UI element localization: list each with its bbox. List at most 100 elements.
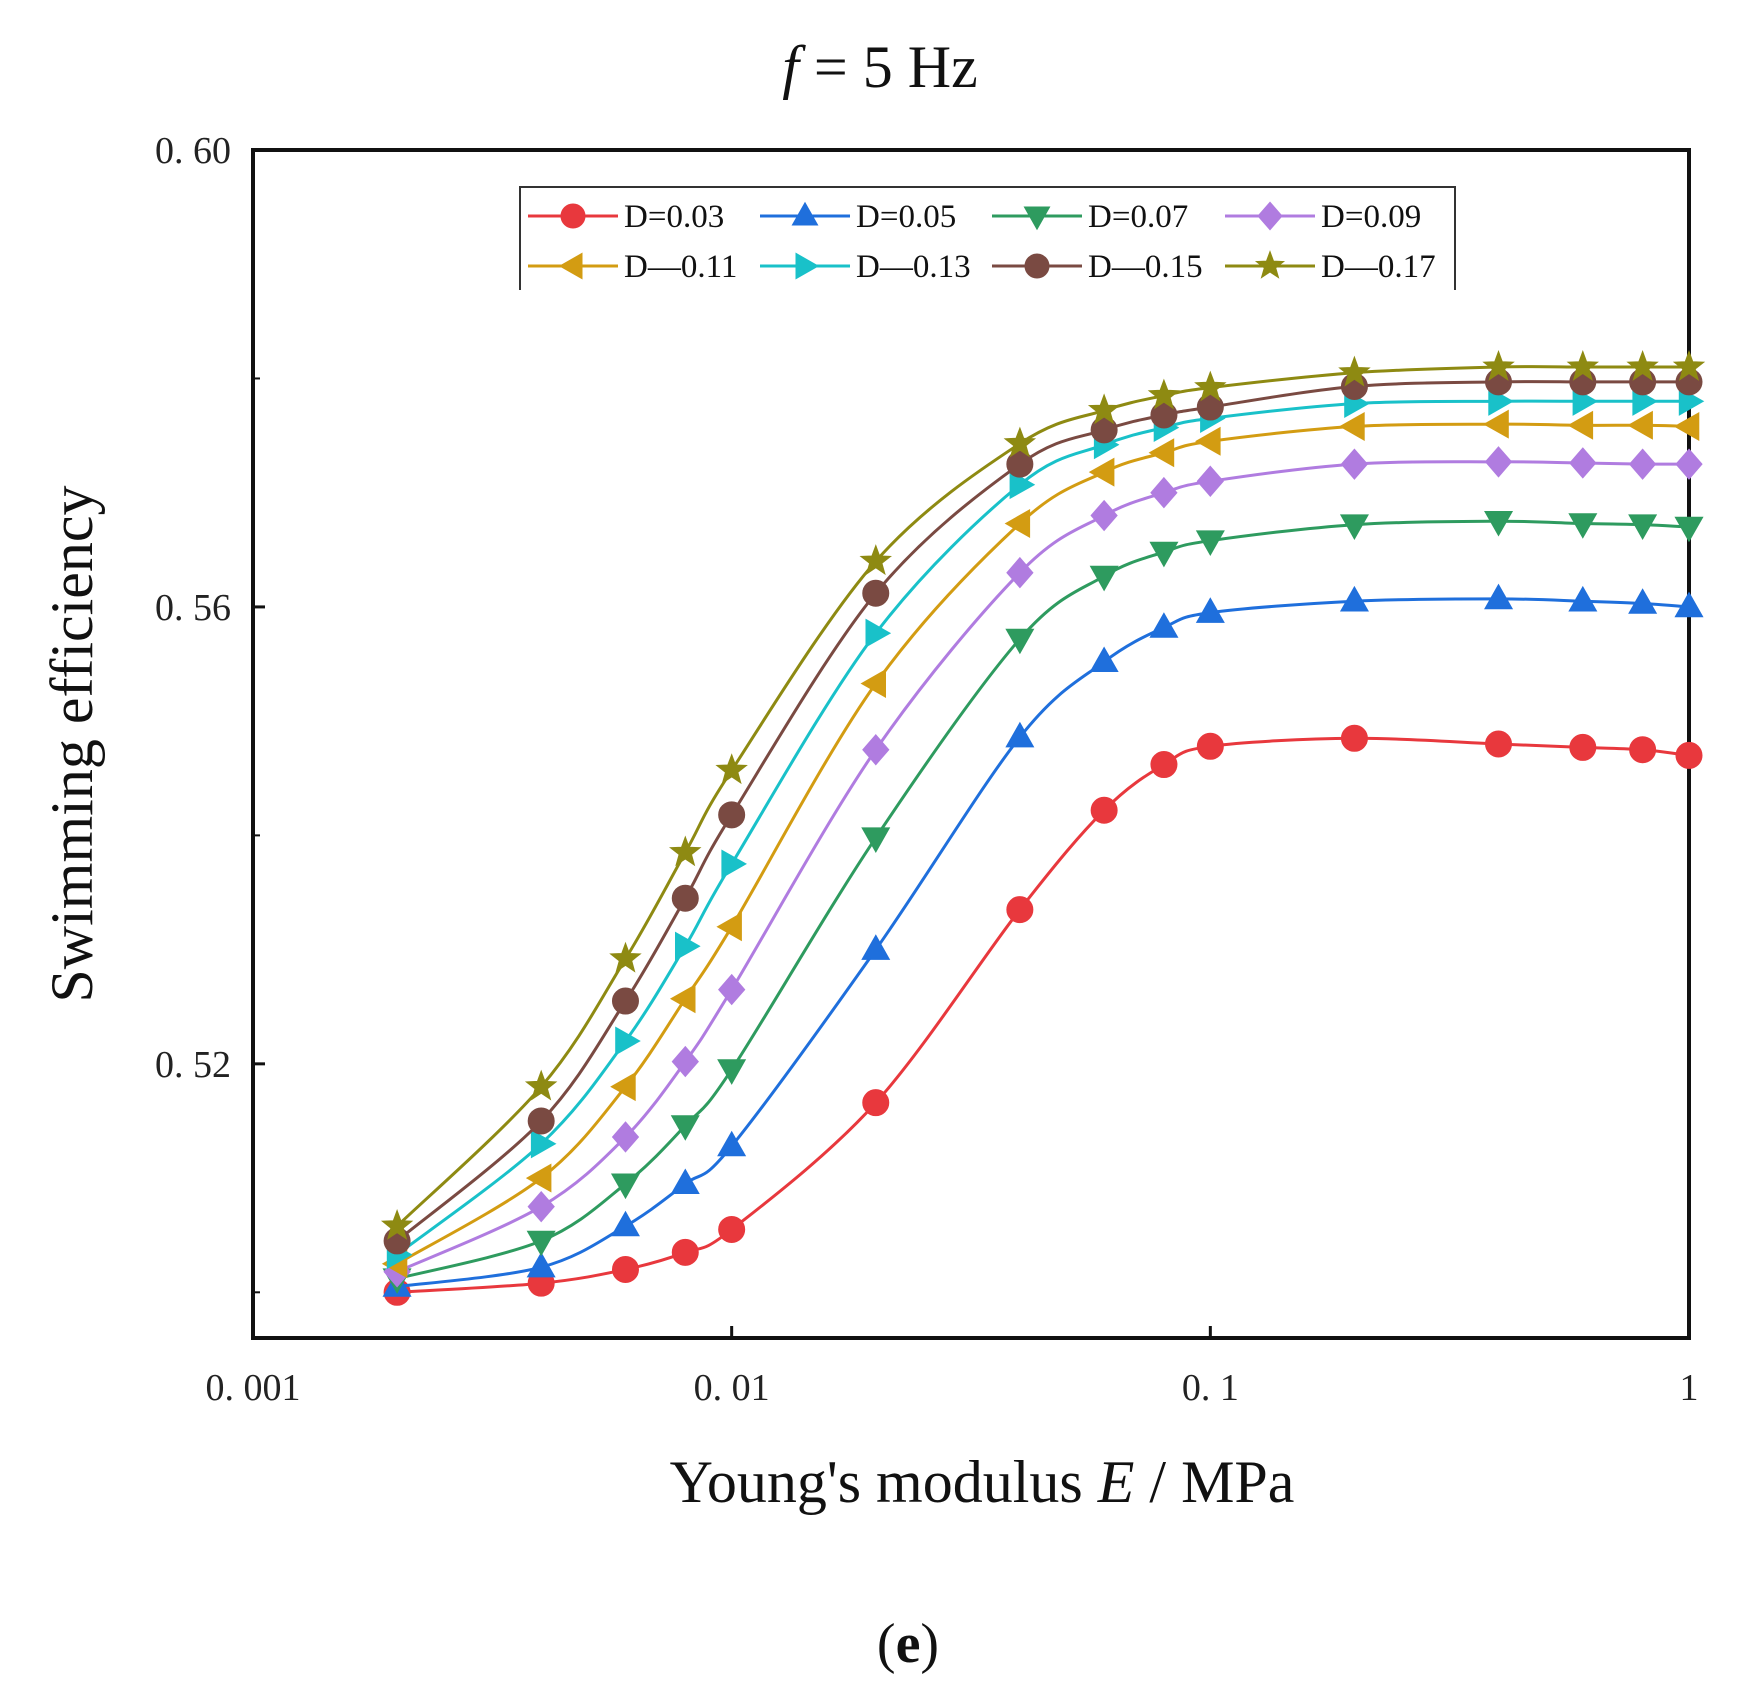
legend-label: D—0.13 bbox=[856, 249, 971, 285]
legend-item: D=0.05 bbox=[760, 199, 956, 235]
data-point bbox=[1090, 416, 1118, 444]
series-d-0-15 bbox=[383, 368, 1703, 1255]
data-point bbox=[1672, 349, 1706, 381]
data-point bbox=[717, 1130, 747, 1157]
data-point bbox=[611, 987, 639, 1015]
data-point bbox=[1482, 349, 1515, 381]
data-point bbox=[861, 934, 891, 960]
legend-marker bbox=[560, 203, 586, 229]
panel-label-close: ) bbox=[920, 1613, 939, 1675]
data-point bbox=[610, 1210, 640, 1237]
y-tick-label: 0. 60 bbox=[155, 130, 231, 172]
data-point bbox=[718, 1215, 746, 1243]
data-point bbox=[610, 1072, 636, 1102]
data-point bbox=[610, 1173, 640, 1200]
data-point bbox=[1087, 393, 1121, 425]
data-point bbox=[1339, 411, 1365, 441]
data-point bbox=[1194, 426, 1221, 456]
data-point bbox=[1568, 513, 1598, 539]
data-point bbox=[1150, 401, 1178, 429]
series-line bbox=[396, 460, 1690, 1274]
series-line bbox=[396, 365, 1689, 1228]
data-point bbox=[530, 1129, 557, 1159]
series-line bbox=[396, 597, 1690, 1289]
data-point bbox=[1675, 448, 1703, 480]
legend-item: D=0.03 bbox=[528, 199, 724, 235]
data-point bbox=[525, 1163, 552, 1193]
data-point bbox=[1005, 721, 1035, 748]
legend-marker bbox=[558, 252, 583, 280]
data-point bbox=[860, 668, 886, 698]
legend-marker bbox=[1023, 206, 1051, 231]
data-point bbox=[1674, 516, 1704, 543]
data-point bbox=[1006, 556, 1034, 589]
legend-marker bbox=[1257, 201, 1283, 231]
data-point bbox=[526, 1251, 556, 1278]
data-point bbox=[1484, 511, 1514, 537]
data-point bbox=[721, 849, 748, 879]
panel-label-letter: e bbox=[896, 1613, 921, 1675]
data-point bbox=[675, 931, 701, 961]
data-point bbox=[1628, 448, 1657, 480]
data-point bbox=[1090, 499, 1118, 532]
x-axis-title-part1: Young's modulus bbox=[670, 1449, 1098, 1515]
data-point bbox=[1569, 733, 1597, 761]
legend-marker bbox=[1254, 250, 1286, 279]
data-point bbox=[1196, 732, 1224, 760]
data-point bbox=[865, 618, 892, 648]
y-axis: 0. 52 0. 56 0. 60 bbox=[155, 130, 265, 1294]
data-point bbox=[669, 984, 696, 1014]
data-point bbox=[1089, 565, 1119, 592]
data-point bbox=[1484, 583, 1514, 610]
data-point bbox=[611, 1121, 640, 1153]
data-point bbox=[1484, 446, 1513, 478]
series-d-0-03 bbox=[383, 724, 1703, 1306]
data-point bbox=[1339, 514, 1369, 541]
data-point bbox=[718, 801, 746, 829]
data-point bbox=[1149, 612, 1179, 638]
legend-item: D—0.11 bbox=[528, 249, 737, 285]
data-point bbox=[380, 1209, 414, 1240]
legend-label: D=0.03 bbox=[624, 199, 724, 235]
data-point bbox=[1006, 450, 1034, 478]
data-point bbox=[1628, 588, 1658, 614]
legend-label: D=0.07 bbox=[1088, 199, 1188, 235]
data-point bbox=[862, 734, 890, 766]
panel-label-open: ( bbox=[877, 1613, 896, 1675]
panel-label: (e) bbox=[877, 1613, 939, 1675]
legend-frame bbox=[519, 186, 1456, 290]
data-point bbox=[524, 1069, 558, 1101]
data-point bbox=[1089, 646, 1119, 672]
data-point bbox=[718, 973, 746, 1006]
x-axis-title-part3: / MPa bbox=[1134, 1449, 1294, 1515]
data-point bbox=[609, 941, 642, 973]
data-point bbox=[1147, 378, 1181, 410]
legend-label: D—0.17 bbox=[1321, 249, 1436, 285]
data-point bbox=[1009, 470, 1036, 500]
data-point bbox=[1568, 585, 1598, 612]
data-point bbox=[1626, 349, 1659, 381]
data-point bbox=[527, 1190, 555, 1223]
series-d-0-09 bbox=[383, 446, 1703, 1288]
data-point bbox=[670, 1115, 700, 1141]
data-point bbox=[671, 1045, 699, 1078]
legend-item: D=0.07 bbox=[992, 199, 1188, 235]
data-point bbox=[1340, 724, 1368, 752]
data-point bbox=[526, 1230, 556, 1257]
data-point bbox=[1628, 514, 1658, 541]
series-d-0-07 bbox=[382, 511, 1704, 1294]
legend-item: D—0.17 bbox=[1225, 249, 1436, 285]
data-point bbox=[1629, 736, 1657, 764]
data-point bbox=[669, 835, 702, 867]
data-point bbox=[1004, 509, 1031, 539]
data-point bbox=[1483, 409, 1509, 439]
legend-marker bbox=[1024, 253, 1050, 279]
data-point bbox=[1627, 410, 1653, 440]
y-axis-title: Swimming efficiency bbox=[39, 485, 105, 1002]
series-d-0-17 bbox=[380, 349, 1706, 1240]
data-point bbox=[715, 753, 748, 785]
data-point bbox=[611, 1255, 639, 1283]
data-point bbox=[1567, 410, 1594, 440]
x-tick-label: 0. 01 bbox=[694, 1367, 770, 1409]
x-axis-title-symbol: E bbox=[1097, 1449, 1135, 1515]
